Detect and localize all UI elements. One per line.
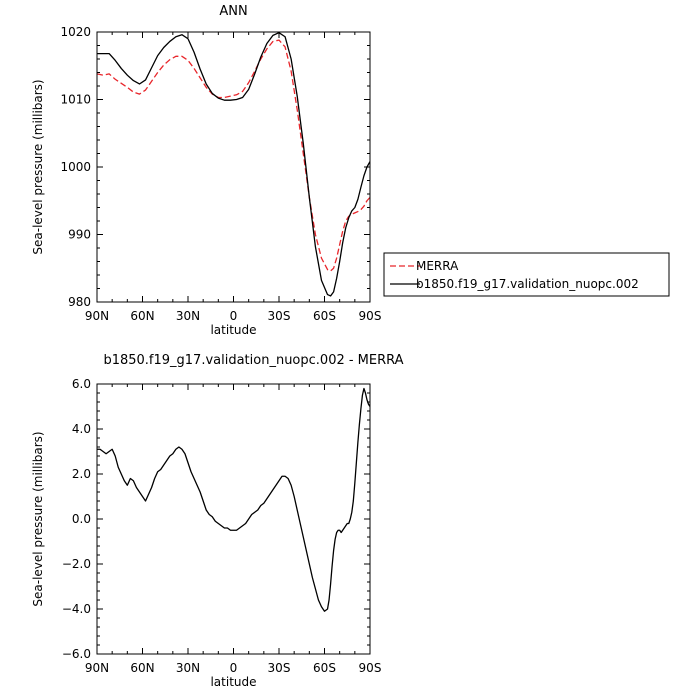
x-tick-label: 90S: [359, 661, 382, 675]
y-tick-label: 4.0: [72, 422, 91, 436]
x-tick-label: 0: [230, 661, 238, 675]
series-line-merra: [96, 39, 371, 272]
x-tick-label: 60N: [130, 661, 154, 675]
x-tick-label: 30S: [268, 661, 291, 675]
x-tick-label: 60S: [313, 309, 336, 323]
x-tick-label: 0: [230, 309, 238, 323]
x-tick-label: 90N: [85, 661, 109, 675]
y-tick-label: 1010: [60, 93, 91, 107]
x-tick-label: 90N: [85, 309, 109, 323]
x-tick-label: 60N: [130, 309, 154, 323]
series-line-0: [97, 387, 371, 612]
plot-frame: [96, 31, 371, 303]
series-line-b1850-f19-g17-validation-nuopc-002: [97, 32, 371, 297]
x-tick-label: 30S: [268, 309, 291, 323]
x-tick-label: 90S: [359, 309, 382, 323]
bottom-chart: b1850.f19_g17.validation_nuopc.002 - MER…: [31, 353, 404, 689]
plot-frame: [96, 383, 371, 655]
y-axis-label: Sea-level pressure (millibars): [31, 431, 45, 606]
legend-box: [383, 252, 670, 297]
x-tick-label: 60S: [313, 661, 336, 675]
legend-entry: MERRA: [416, 259, 459, 273]
y-tick-label: 2.0: [72, 467, 91, 481]
top-chart: ANN 90N 60N 30N 0 30S 60S 90S 980 990 1000 1010 1020…: [31, 4, 381, 337]
x-axis-label: latitude: [210, 675, 256, 689]
y-tick-label: 0.0: [72, 512, 91, 526]
y-tick-label: −2.0: [62, 557, 91, 571]
legend: MERRA b1850.f19_g17.validation_nuopc.002: [383, 252, 670, 297]
y-tick-label: 6.0: [72, 377, 91, 391]
chart-title: ANN: [219, 4, 247, 19]
y-tick-label: 990: [68, 228, 91, 242]
y-tick-label: −4.0: [62, 602, 91, 616]
chart-title: b1850.f19_g17.validation_nuopc.002 - MER…: [103, 353, 403, 368]
y-axis-label: Sea-level pressure (millibars): [31, 79, 45, 254]
x-axis-label: latitude: [210, 323, 256, 337]
y-tick-label: 980: [68, 295, 91, 309]
y-tick-label: 1000: [60, 160, 91, 174]
x-tick-label: 30N: [176, 309, 200, 323]
legend-entry: b1850.f19_g17.validation_nuopc.002: [416, 277, 639, 291]
y-tick-label: −6.0: [62, 647, 91, 661]
y-tick-label: 1020: [60, 25, 91, 39]
x-tick-label: 30N: [176, 661, 200, 675]
